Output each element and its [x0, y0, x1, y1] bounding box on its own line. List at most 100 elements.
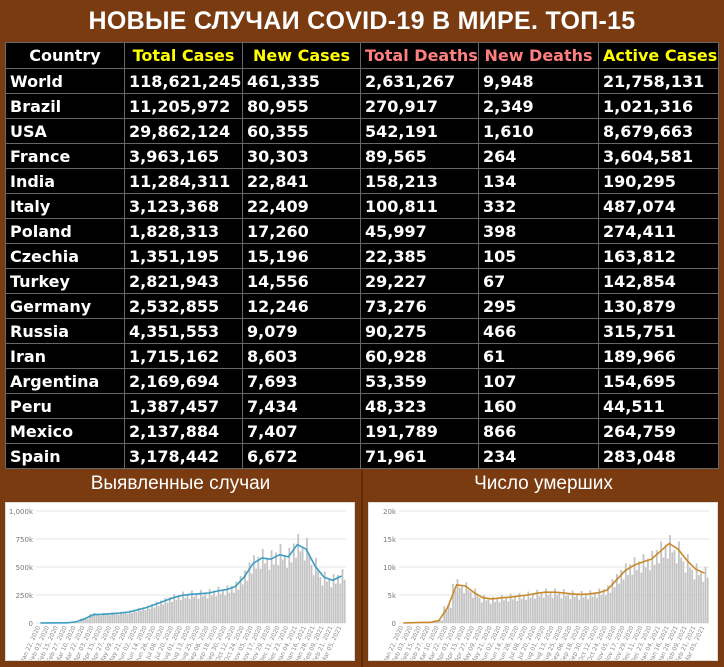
- daily-bar: [93, 613, 96, 623]
- daily-bar: [664, 544, 667, 623]
- daily-bar: [175, 599, 178, 623]
- column-header-total-cases: Total Cases: [124, 42, 243, 69]
- value-cell: 2,137,884: [124, 418, 243, 444]
- daily-bar: [330, 587, 333, 623]
- value-cell: 866: [478, 418, 599, 444]
- daily-bar: [520, 598, 523, 623]
- value-cell: 8,679,663: [598, 118, 719, 144]
- daily-bar: [542, 597, 545, 623]
- country-cell: Russia: [5, 318, 125, 344]
- value-cell: 21,758,131: [598, 68, 719, 94]
- daily-bar: [230, 586, 233, 623]
- table-row: Mexico 2,137,884 7,407 191,789 866 264,759: [5, 418, 719, 444]
- daily-bar: [290, 562, 293, 623]
- daily-bar: [483, 594, 485, 623]
- daily-bar: [135, 612, 138, 623]
- value-cell: 3,123,368: [124, 193, 243, 219]
- daily-bar: [219, 593, 222, 623]
- daily-bar: [193, 596, 195, 623]
- country-cell: Poland: [5, 218, 125, 244]
- country-cell: Brazil: [5, 93, 125, 119]
- value-cell: 7,407: [242, 418, 361, 444]
- daily-bar: [585, 593, 587, 623]
- table-row: Italy 3,123,368 22,409 100,811 332 487,074: [5, 193, 719, 219]
- value-cell: 130,879: [598, 293, 719, 319]
- y-tick-label: 15k: [383, 536, 397, 544]
- daily-bar: [653, 565, 656, 623]
- daily-bar: [503, 600, 505, 623]
- daily-bar: [518, 592, 521, 623]
- value-cell: 12,246: [242, 293, 361, 319]
- daily-bar: [301, 546, 304, 623]
- daily-bar: [469, 592, 472, 623]
- daily-bar: [635, 570, 638, 623]
- daily-bar: [237, 589, 240, 623]
- daily-bar: [253, 555, 255, 623]
- daily-bar: [199, 589, 202, 623]
- daily-bar: [113, 614, 116, 623]
- daily-bar: [675, 563, 678, 623]
- daily-bar: [257, 556, 260, 623]
- value-cell: 542,191: [360, 118, 479, 144]
- value-cell: 107: [478, 368, 599, 394]
- value-cell: 4,351,553: [124, 318, 243, 344]
- average-line: [403, 542, 705, 624]
- value-cell: 9,948: [478, 68, 599, 94]
- daily-bar: [452, 583, 454, 623]
- daily-bar: [480, 602, 483, 623]
- country-cell: Turkey: [5, 268, 125, 294]
- daily-bar: [686, 554, 689, 623]
- daily-bar: [441, 620, 443, 623]
- table-row: Germany 2,532,855 12,246 73,276 295 130,879: [5, 293, 719, 319]
- country-cell: Spain: [5, 443, 125, 469]
- daily-bar: [547, 595, 550, 623]
- daily-bar: [120, 611, 122, 623]
- daily-bar: [509, 593, 512, 623]
- daily-bar: [250, 573, 253, 623]
- daily-bar: [472, 597, 474, 623]
- daily-bar: [494, 601, 496, 623]
- daily-bar: [162, 604, 164, 623]
- daily-bar: [339, 583, 342, 623]
- daily-bar: [235, 581, 238, 623]
- value-cell: 7,693: [242, 368, 361, 394]
- daily-bar: [213, 590, 215, 623]
- daily-bar: [208, 589, 211, 623]
- daily-bar: [622, 579, 625, 623]
- daily-bar: [173, 594, 176, 623]
- daily-bar: [476, 595, 479, 623]
- table-row: Russia 4,351,553 9,079 90,275 466 315,751: [5, 318, 719, 344]
- value-cell: 11,284,311: [124, 168, 243, 194]
- country-cell: Argentina: [5, 368, 125, 394]
- country-cell: USA: [5, 118, 125, 144]
- daily-bar: [704, 566, 707, 623]
- daily-bar: [507, 601, 510, 623]
- y-tick-label: 500k: [16, 564, 34, 572]
- value-cell: 3,604,581: [598, 143, 719, 169]
- daily-bar: [591, 596, 594, 623]
- daily-bar: [649, 570, 651, 623]
- value-cell: 53,359: [360, 368, 479, 394]
- column-header-total-deaths: Total Deaths: [360, 42, 479, 69]
- country-cell: Germany: [5, 293, 125, 319]
- daily-bar: [166, 602, 169, 623]
- y-tick-label: 1,000k: [9, 508, 34, 516]
- daily-bar: [122, 613, 125, 623]
- value-cell: 3,963,165: [124, 143, 243, 169]
- daily-bar: [264, 563, 266, 623]
- daily-bar: [334, 583, 337, 623]
- value-cell: 332: [478, 193, 599, 219]
- daily-bar: [478, 597, 481, 623]
- daily-bar: [447, 604, 450, 623]
- daily-bar: [255, 568, 257, 623]
- value-cell: 158,213: [360, 168, 479, 194]
- column-header-active-cases: Active Cases: [598, 42, 719, 69]
- daily-bar: [210, 595, 213, 623]
- daily-bar: [117, 614, 120, 623]
- daily-bar: [604, 595, 607, 623]
- value-cell: 67: [478, 268, 599, 294]
- daily-bar: [531, 593, 534, 623]
- value-cell: 22,409: [242, 193, 361, 219]
- daily-bar: [89, 614, 91, 623]
- daily-bar: [651, 550, 654, 623]
